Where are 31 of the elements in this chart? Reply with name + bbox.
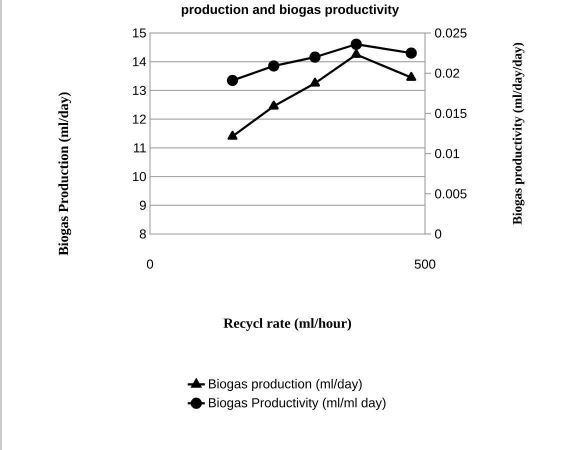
chart-title: production and biogas productivity (182, 4, 400, 17)
point (226, 74, 238, 86)
legend-label: Biogas production (ml/day) (208, 378, 362, 392)
point (351, 48, 362, 58)
x-axis-title: Recycl rate (ml/hour) (224, 318, 352, 331)
y2-tick-label: 0.01 (435, 148, 460, 158)
y-tick-label: 9 (140, 200, 146, 210)
point (268, 60, 280, 72)
point (268, 100, 279, 110)
point (406, 72, 416, 81)
y-tick-label: 15 (132, 28, 146, 38)
legend-label: Biogas Productivity (ml/ml day) (208, 398, 386, 410)
y2-tick-label: 0.02 (435, 68, 460, 78)
y2-tick-label: 0 (435, 229, 442, 239)
y-tick-label: 14 (132, 57, 146, 66)
y-tick-label: 11 (134, 143, 146, 152)
y2-tick-label: 0.015 (435, 108, 467, 118)
point (309, 52, 321, 63)
y-tick-label: 8 (140, 229, 146, 239)
point (310, 78, 320, 87)
point (406, 48, 417, 59)
x-tick-label: 500 (414, 260, 436, 269)
y-tick-label: 12 (132, 114, 146, 124)
y-tick-label: 10 (132, 172, 146, 182)
y2-tick-label: 0.005 (435, 189, 467, 198)
point (350, 38, 362, 50)
y-axis-title: Biogas Production (ml/day) (58, 92, 72, 256)
y2-tick-label: 0.025 (435, 28, 467, 38)
point (228, 130, 238, 140)
y2-axis-title: Biogas productivity (ml/day/day) (512, 42, 524, 225)
y-tick-label: 13 (132, 86, 146, 96)
